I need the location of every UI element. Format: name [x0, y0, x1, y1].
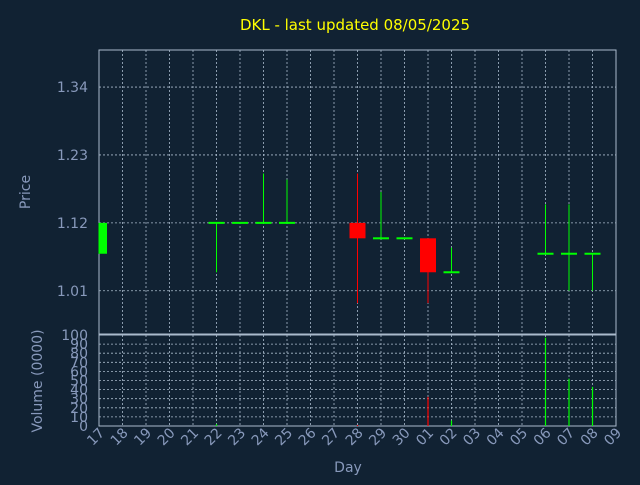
x-tick-label: 28	[343, 425, 367, 449]
candle-body	[208, 221, 225, 224]
x-tick-label: 24	[249, 425, 273, 449]
price-y-tick-label: 1.12	[57, 216, 88, 232]
x-tick-label: 27	[319, 425, 343, 449]
volume-axis-label: Volume (0000)	[30, 329, 46, 432]
x-tick-label: 18	[108, 425, 132, 449]
candle-body	[561, 252, 577, 255]
price-candles	[98, 173, 601, 304]
x-tick-label: 06	[531, 425, 555, 449]
volume-y-tick-label: 70	[70, 355, 88, 371]
price-y-tick-label: 1.23	[57, 148, 88, 164]
candle-body	[373, 237, 389, 240]
volume-bars	[215, 337, 594, 426]
x-tick-label: 21	[178, 425, 202, 449]
price-y-ticks: 1.01 1.12 1.23 1.34	[57, 80, 88, 300]
candle-body	[232, 221, 248, 224]
volume-y-tick-label: 100	[61, 328, 88, 344]
x-tick-label: 19	[131, 425, 155, 449]
volume-y-tick-label: 0	[79, 419, 88, 435]
candle-body	[443, 271, 460, 274]
price-y-tick-label: 1.34	[57, 80, 88, 96]
volume-y-tick-label: 80	[70, 346, 88, 362]
volume-grid	[98, 334, 617, 427]
x-tick-label: 23	[225, 425, 249, 449]
candle-body	[396, 237, 413, 240]
volume-y-tick-label: 40	[70, 383, 88, 399]
x-tick-label: 04	[484, 425, 508, 449]
x-tick-label: 02	[437, 425, 461, 449]
x-tick-label: 03	[460, 425, 484, 449]
x-tick-label: 20	[155, 425, 179, 449]
chart-title: DKL - last updated 08/05/2025	[240, 16, 470, 34]
price-y-tick-label: 1.01	[57, 284, 88, 300]
volume-y-tick-label: 50	[70, 374, 88, 390]
candle-body	[537, 252, 554, 255]
candle-body	[255, 221, 272, 224]
x-tick-label: 09	[601, 425, 625, 449]
candle-body	[99, 222, 107, 254]
x-tick-label: 01	[413, 425, 437, 449]
volume-y-tick-label: 10	[70, 410, 88, 426]
volume-y-tick-label: 20	[70, 401, 88, 417]
x-tick-label: 26	[296, 425, 320, 449]
candle-body	[420, 238, 436, 273]
x-tick-label: 05	[507, 425, 531, 449]
x-tick-label: 08	[578, 425, 602, 449]
x-tick-label: 25	[272, 425, 296, 449]
x-tick-label: 29	[366, 425, 390, 449]
x-axis-ticks: 17 18 19 20 21 22 23 24 25 26 27 28 29 30 01 02 03 04 05 06…	[84, 425, 625, 449]
price-axis-label: Price	[18, 175, 34, 209]
candle-body	[279, 221, 295, 224]
x-axis-label: Day	[334, 460, 362, 476]
price-panel: 1.01 1.12 1.23 1.34 Price	[18, 49, 617, 335]
x-tick-label: 22	[202, 425, 226, 449]
x-tick-label: 07	[554, 425, 578, 449]
candle-body	[584, 252, 601, 255]
candle-body	[349, 222, 366, 239]
volume-y-tick-label: 60	[70, 364, 88, 380]
volume-y-tick-label: 30	[70, 392, 88, 408]
x-tick-label: 30	[390, 425, 414, 449]
volume-y-tick-label: 90	[70, 337, 88, 353]
